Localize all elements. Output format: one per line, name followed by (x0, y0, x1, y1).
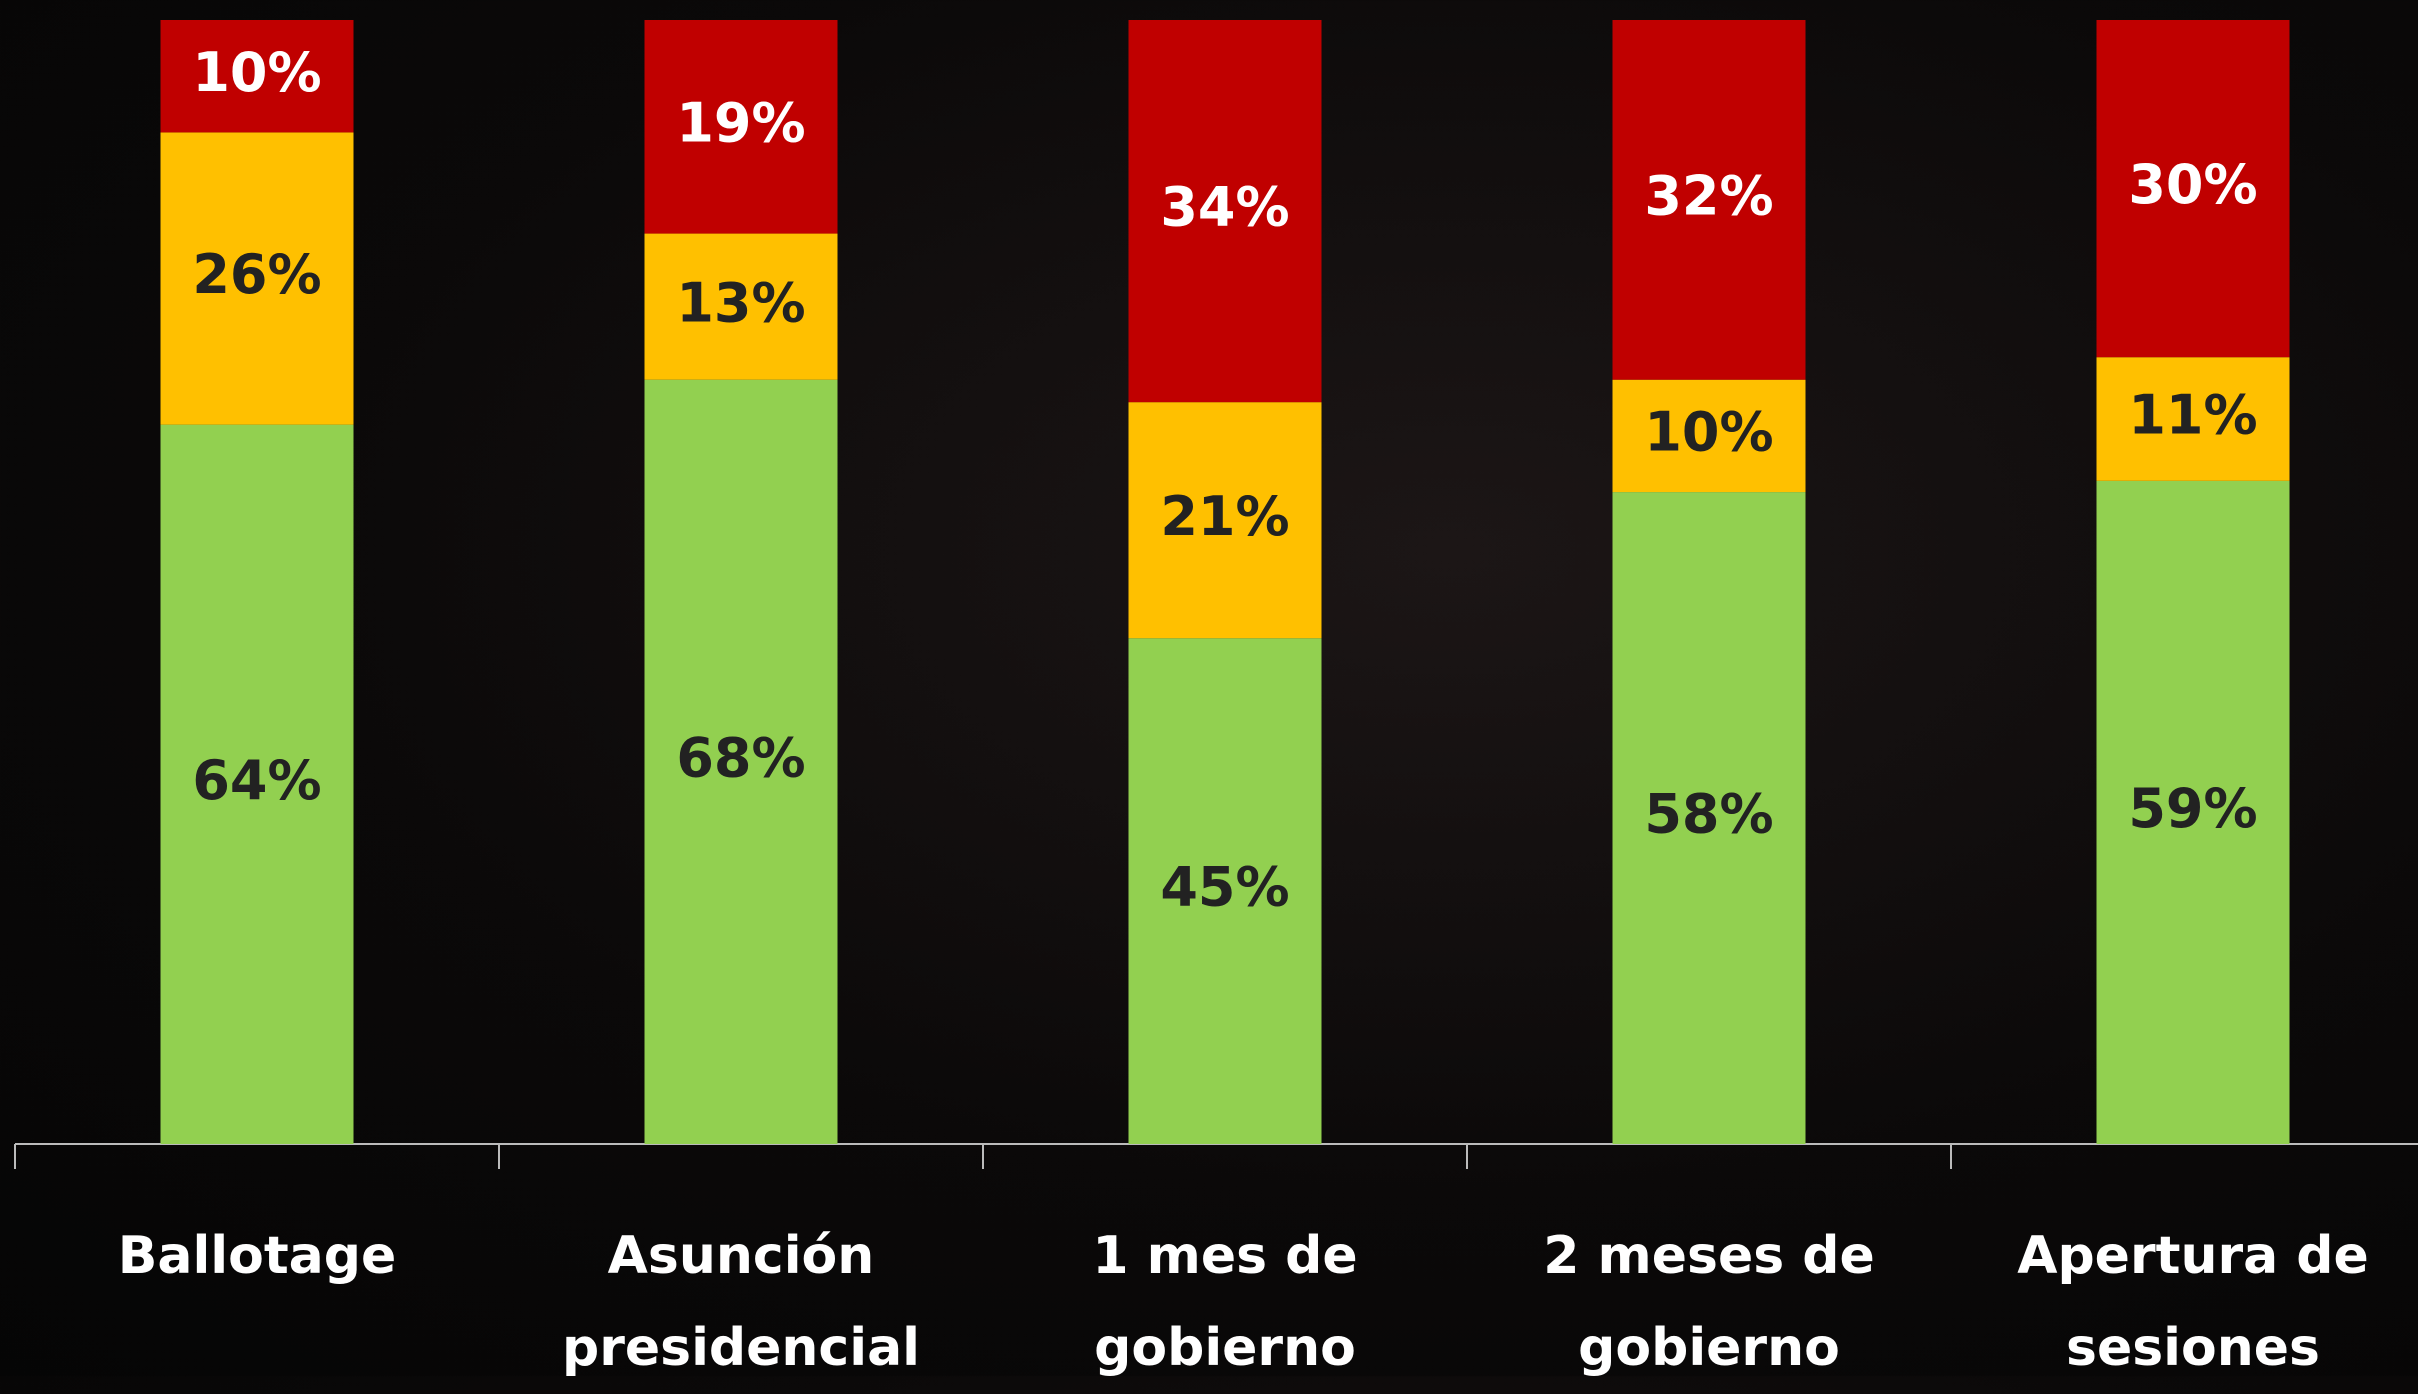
value-label: 64% (192, 749, 321, 812)
x-tick-label: Apertura de sesiones (1963, 1210, 2418, 1394)
value-label: 13% (676, 271, 805, 334)
value-label: 58% (1644, 783, 1773, 846)
x-tick-label: 2 meses de gobierno (1479, 1210, 1939, 1394)
value-label: 11% (2128, 384, 2257, 447)
value-label: 10% (192, 41, 321, 104)
value-label: 45% (1160, 856, 1289, 919)
x-tick-label: Asunción presidencial (511, 1210, 971, 1394)
value-label: 19% (676, 91, 805, 154)
value-label: 30% (2128, 153, 2257, 216)
x-tick-label: 1 mes de gobierno (995, 1210, 1455, 1394)
value-label: 10% (1644, 401, 1773, 464)
value-label: 59% (2128, 777, 2257, 840)
value-label: 26% (192, 243, 321, 306)
value-label: 34% (1160, 176, 1289, 239)
page: 64% 26% 10% 68% 13% 19% 45% 21% 34% 58% 10% 32% 59% 1… (0, 0, 2418, 1376)
x-tick-label: Ballotage (27, 1210, 487, 1302)
value-label: 21% (1160, 485, 1289, 548)
chart: 64% 26% 10% 68% 13% 19% 45% 21% 34% 58% 10% 32% 59% 1… (0, 0, 2418, 1376)
value-label: 68% (676, 726, 805, 789)
value-label: 32% (1644, 164, 1773, 227)
